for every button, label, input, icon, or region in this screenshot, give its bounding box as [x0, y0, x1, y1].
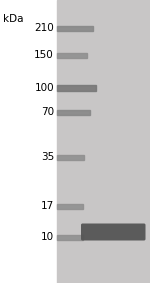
Text: 210: 210	[34, 23, 54, 33]
Text: 10: 10	[41, 232, 54, 242]
Text: 70: 70	[41, 107, 54, 117]
Bar	[57, 155, 84, 160]
Text: 35: 35	[41, 152, 54, 162]
Text: 150: 150	[34, 50, 54, 60]
Text: 100: 100	[34, 83, 54, 93]
Bar	[57, 25, 93, 31]
Bar	[57, 85, 96, 91]
Bar	[0, 0, 57, 283]
Text: kDa: kDa	[3, 14, 24, 24]
Text: 17: 17	[41, 201, 54, 211]
Bar	[57, 0, 150, 283]
Bar	[57, 110, 90, 115]
Bar	[57, 203, 82, 209]
FancyBboxPatch shape	[81, 224, 146, 241]
Bar	[57, 53, 87, 57]
Bar	[57, 235, 82, 239]
